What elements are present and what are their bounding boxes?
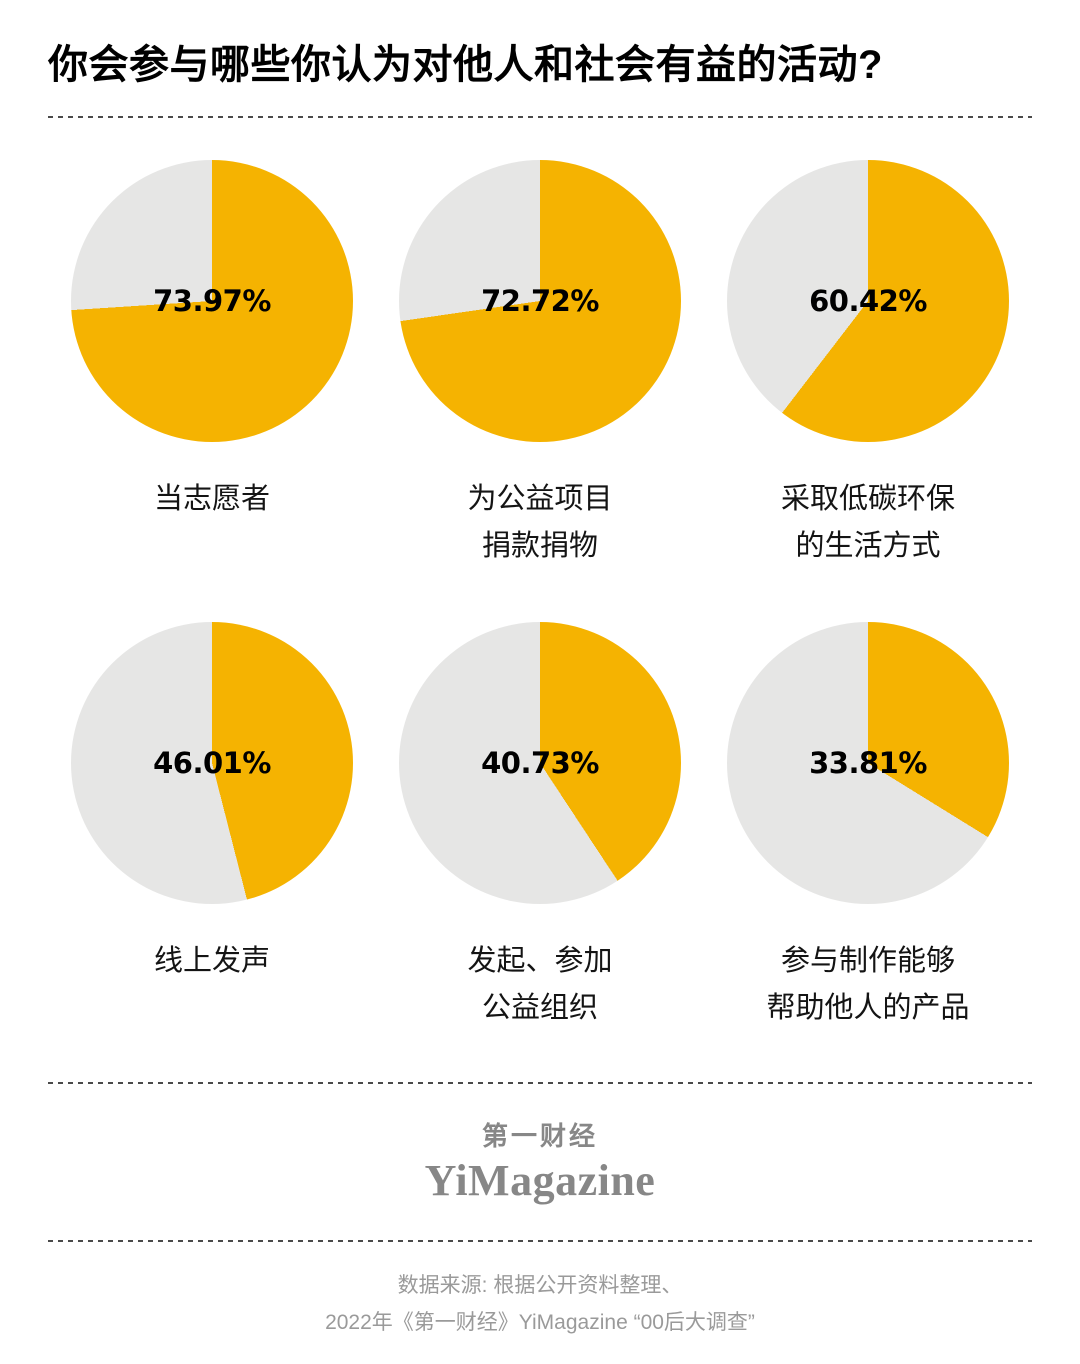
pie-value-label: 60.42%: [809, 284, 927, 318]
pie-caption: 采取低碳环保 的生活方式: [780, 483, 955, 562]
data-source-line2: 2022年《第一财经》YiMagazine “00后大调查”: [325, 1310, 755, 1334]
page-title: 你会参与哪些你认为对他人和社会有益的活动?: [48, 43, 883, 87]
pie-caption: 线上发声: [153, 944, 270, 977]
data-source-note: 数据来源: 根据公开资料整理、 2022年《第一财经》YiMagazine “0…: [48, 1268, 1032, 1342]
pie-value-label: 46.01%: [153, 745, 271, 780]
dashed-divider-top: [48, 116, 1032, 118]
pie-cell: 73.97% 当志愿者: [71, 160, 353, 570]
pie-caption: 为公益项目 捐款捐物: [467, 483, 613, 562]
publisher-logo-en: YiMagazine: [424, 1155, 656, 1205]
pie-caption: 发起、参加 公益组织: [467, 944, 613, 1024]
pie-cell: 40.73% 发起、参加 公益组织: [399, 621, 681, 1032]
pie-chart-charity-org: 40.73%: [399, 621, 681, 904]
pie-chart-donation: 72.72%: [399, 160, 681, 442]
pie-caption: 当志愿者: [153, 483, 270, 515]
pie-grid: 73.97% 当志愿者 72.72% 为公益项目 捐款捐物 60.42% 采取低…: [48, 160, 1032, 1032]
pie-value-label: 72.72%: [481, 284, 599, 318]
pie-chart-low-carbon: 60.42%: [727, 160, 1009, 442]
pie-chart-helpful-products: 33.81%: [727, 621, 1009, 904]
pie-cell: 46.01% 线上发声: [71, 621, 353, 1032]
pie-cell: 33.81% 参与制作能够 帮助他人的产品: [727, 621, 1009, 1032]
publisher-logo-cn: 第一财经: [481, 1120, 598, 1151]
pie-value-label: 40.73%: [481, 745, 599, 780]
data-source-line1: 数据来源: 根据公开资料整理、: [397, 1273, 683, 1297]
footer: 第一财经 YiMagazine 数据来源: 根据公开资料整理、 2022年《第一…: [48, 1081, 1032, 1342]
pie-value-label: 73.97%: [153, 284, 271, 318]
pie-cell: 60.42% 采取低碳环保 的生活方式: [727, 160, 1009, 570]
pie-chart-volunteer: 73.97%: [71, 160, 353, 442]
pie-cell: 72.72% 为公益项目 捐款捐物: [399, 160, 681, 570]
pie-caption: 参与制作能够 帮助他人的产品: [766, 944, 970, 1024]
pie-value-label: 33.81%: [809, 745, 927, 780]
dashed-divider-middle: [48, 1081, 1032, 1084]
pie-chart-online-voice: 46.01%: [71, 621, 353, 904]
dashed-divider-bottom: [48, 1239, 1032, 1242]
